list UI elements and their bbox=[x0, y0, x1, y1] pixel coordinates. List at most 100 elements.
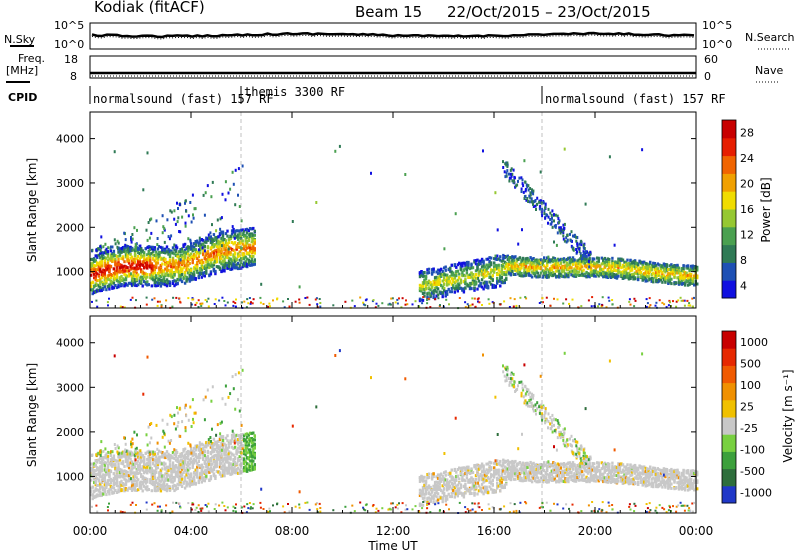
echo-cell bbox=[476, 265, 479, 268]
echo-cell bbox=[153, 480, 156, 484]
echo-cell bbox=[508, 260, 511, 263]
echo-cell bbox=[144, 470, 147, 474]
echo-cell bbox=[133, 484, 137, 488]
echo-cell bbox=[205, 474, 208, 478]
echo-cell bbox=[117, 257, 120, 261]
echo-cell bbox=[95, 248, 98, 252]
echo-cell bbox=[493, 268, 496, 272]
echo-cell bbox=[171, 282, 175, 285]
echo-cell bbox=[432, 291, 435, 295]
echo-cell bbox=[525, 183, 528, 187]
echo-cell bbox=[580, 259, 584, 263]
echo-cell bbox=[505, 163, 508, 167]
echo-cell bbox=[443, 247, 446, 251]
echo-cell bbox=[183, 453, 187, 457]
echo-cell bbox=[253, 239, 256, 243]
echo-cell bbox=[227, 265, 231, 269]
echo-cell bbox=[205, 267, 208, 270]
echo-cell bbox=[237, 262, 240, 265]
echo-cell bbox=[586, 272, 590, 276]
echo-cell bbox=[618, 270, 622, 274]
echo-cell bbox=[200, 261, 203, 264]
echo-cell bbox=[405, 299, 407, 302]
echo-cell bbox=[547, 275, 550, 279]
echo-cell bbox=[165, 483, 169, 487]
echo-cell bbox=[149, 265, 152, 269]
echo-cell bbox=[543, 209, 546, 213]
echo-cell bbox=[164, 456, 167, 460]
power-colorbar-label: Power [dB] bbox=[759, 177, 773, 242]
echo-cell bbox=[188, 450, 191, 454]
echo-cell bbox=[105, 288, 108, 292]
echo-cell bbox=[454, 212, 457, 216]
echo-cell bbox=[439, 304, 441, 307]
echo-cell bbox=[196, 257, 199, 261]
echo-cell bbox=[661, 275, 664, 278]
echo-cell bbox=[99, 249, 102, 253]
echo-cell bbox=[232, 265, 235, 269]
echo-cell bbox=[140, 475, 143, 479]
echo-cell bbox=[171, 246, 175, 250]
echo-cell bbox=[512, 262, 516, 266]
echo-cell bbox=[188, 480, 191, 484]
echo-cell bbox=[418, 271, 422, 275]
echo-cell bbox=[212, 249, 216, 253]
echo-cell bbox=[546, 262, 549, 266]
echo-cell bbox=[179, 478, 182, 482]
echo-cell bbox=[191, 298, 194, 301]
echo-cell bbox=[105, 265, 108, 269]
echo-cell bbox=[686, 279, 690, 283]
echo-cell bbox=[217, 239, 220, 243]
echo-cell bbox=[171, 275, 175, 279]
echo-cell bbox=[233, 263, 237, 267]
echo-cell bbox=[159, 263, 163, 267]
echo-cell bbox=[91, 264, 94, 267]
echo-cell bbox=[567, 263, 570, 267]
echo-cell bbox=[196, 240, 199, 244]
echo-cell bbox=[91, 466, 94, 470]
echo-cell bbox=[231, 225, 234, 229]
echo-cell bbox=[630, 268, 634, 272]
echo-cell bbox=[177, 483, 181, 487]
echo-cell bbox=[118, 280, 122, 284]
echo-cell bbox=[146, 280, 149, 284]
echo-cell bbox=[673, 282, 676, 286]
echo-cell bbox=[205, 458, 208, 462]
echo-cell bbox=[188, 458, 191, 462]
echo-cell bbox=[109, 276, 113, 280]
echo-cell bbox=[259, 301, 262, 304]
echo-cell bbox=[203, 461, 206, 465]
echo-cell bbox=[152, 278, 155, 282]
echo-cell bbox=[641, 262, 644, 266]
echo-cell bbox=[108, 490, 111, 494]
echo-cell bbox=[97, 274, 100, 278]
echo-cell bbox=[479, 262, 482, 266]
echo-cell bbox=[686, 266, 690, 270]
echo-cell bbox=[153, 246, 156, 250]
echo-cell bbox=[171, 265, 175, 269]
echo-cell bbox=[164, 488, 167, 492]
echo-cell bbox=[606, 260, 609, 264]
echo-cell bbox=[90, 467, 93, 471]
echo-cell bbox=[617, 267, 620, 270]
echo-cell bbox=[162, 279, 166, 283]
echo-cell bbox=[171, 466, 175, 470]
echo-cell bbox=[570, 259, 573, 263]
echo-cell bbox=[482, 261, 485, 265]
echo-cell bbox=[103, 463, 106, 467]
echo-cell bbox=[456, 278, 459, 282]
echo-cell bbox=[677, 282, 681, 286]
echo-cell bbox=[184, 199, 187, 203]
echo-cell bbox=[102, 476, 105, 480]
echo-cell bbox=[191, 477, 194, 481]
echo-cell bbox=[298, 301, 301, 304]
echo-cell bbox=[190, 483, 193, 487]
echo-cell bbox=[538, 302, 541, 304]
echo-cell bbox=[176, 486, 179, 490]
echo-cell bbox=[466, 303, 469, 306]
echo-cell bbox=[483, 280, 487, 284]
echo-cell bbox=[153, 489, 156, 493]
echo-cell bbox=[152, 472, 155, 476]
echo-cell bbox=[90, 273, 93, 277]
echo-cell bbox=[532, 189, 535, 193]
